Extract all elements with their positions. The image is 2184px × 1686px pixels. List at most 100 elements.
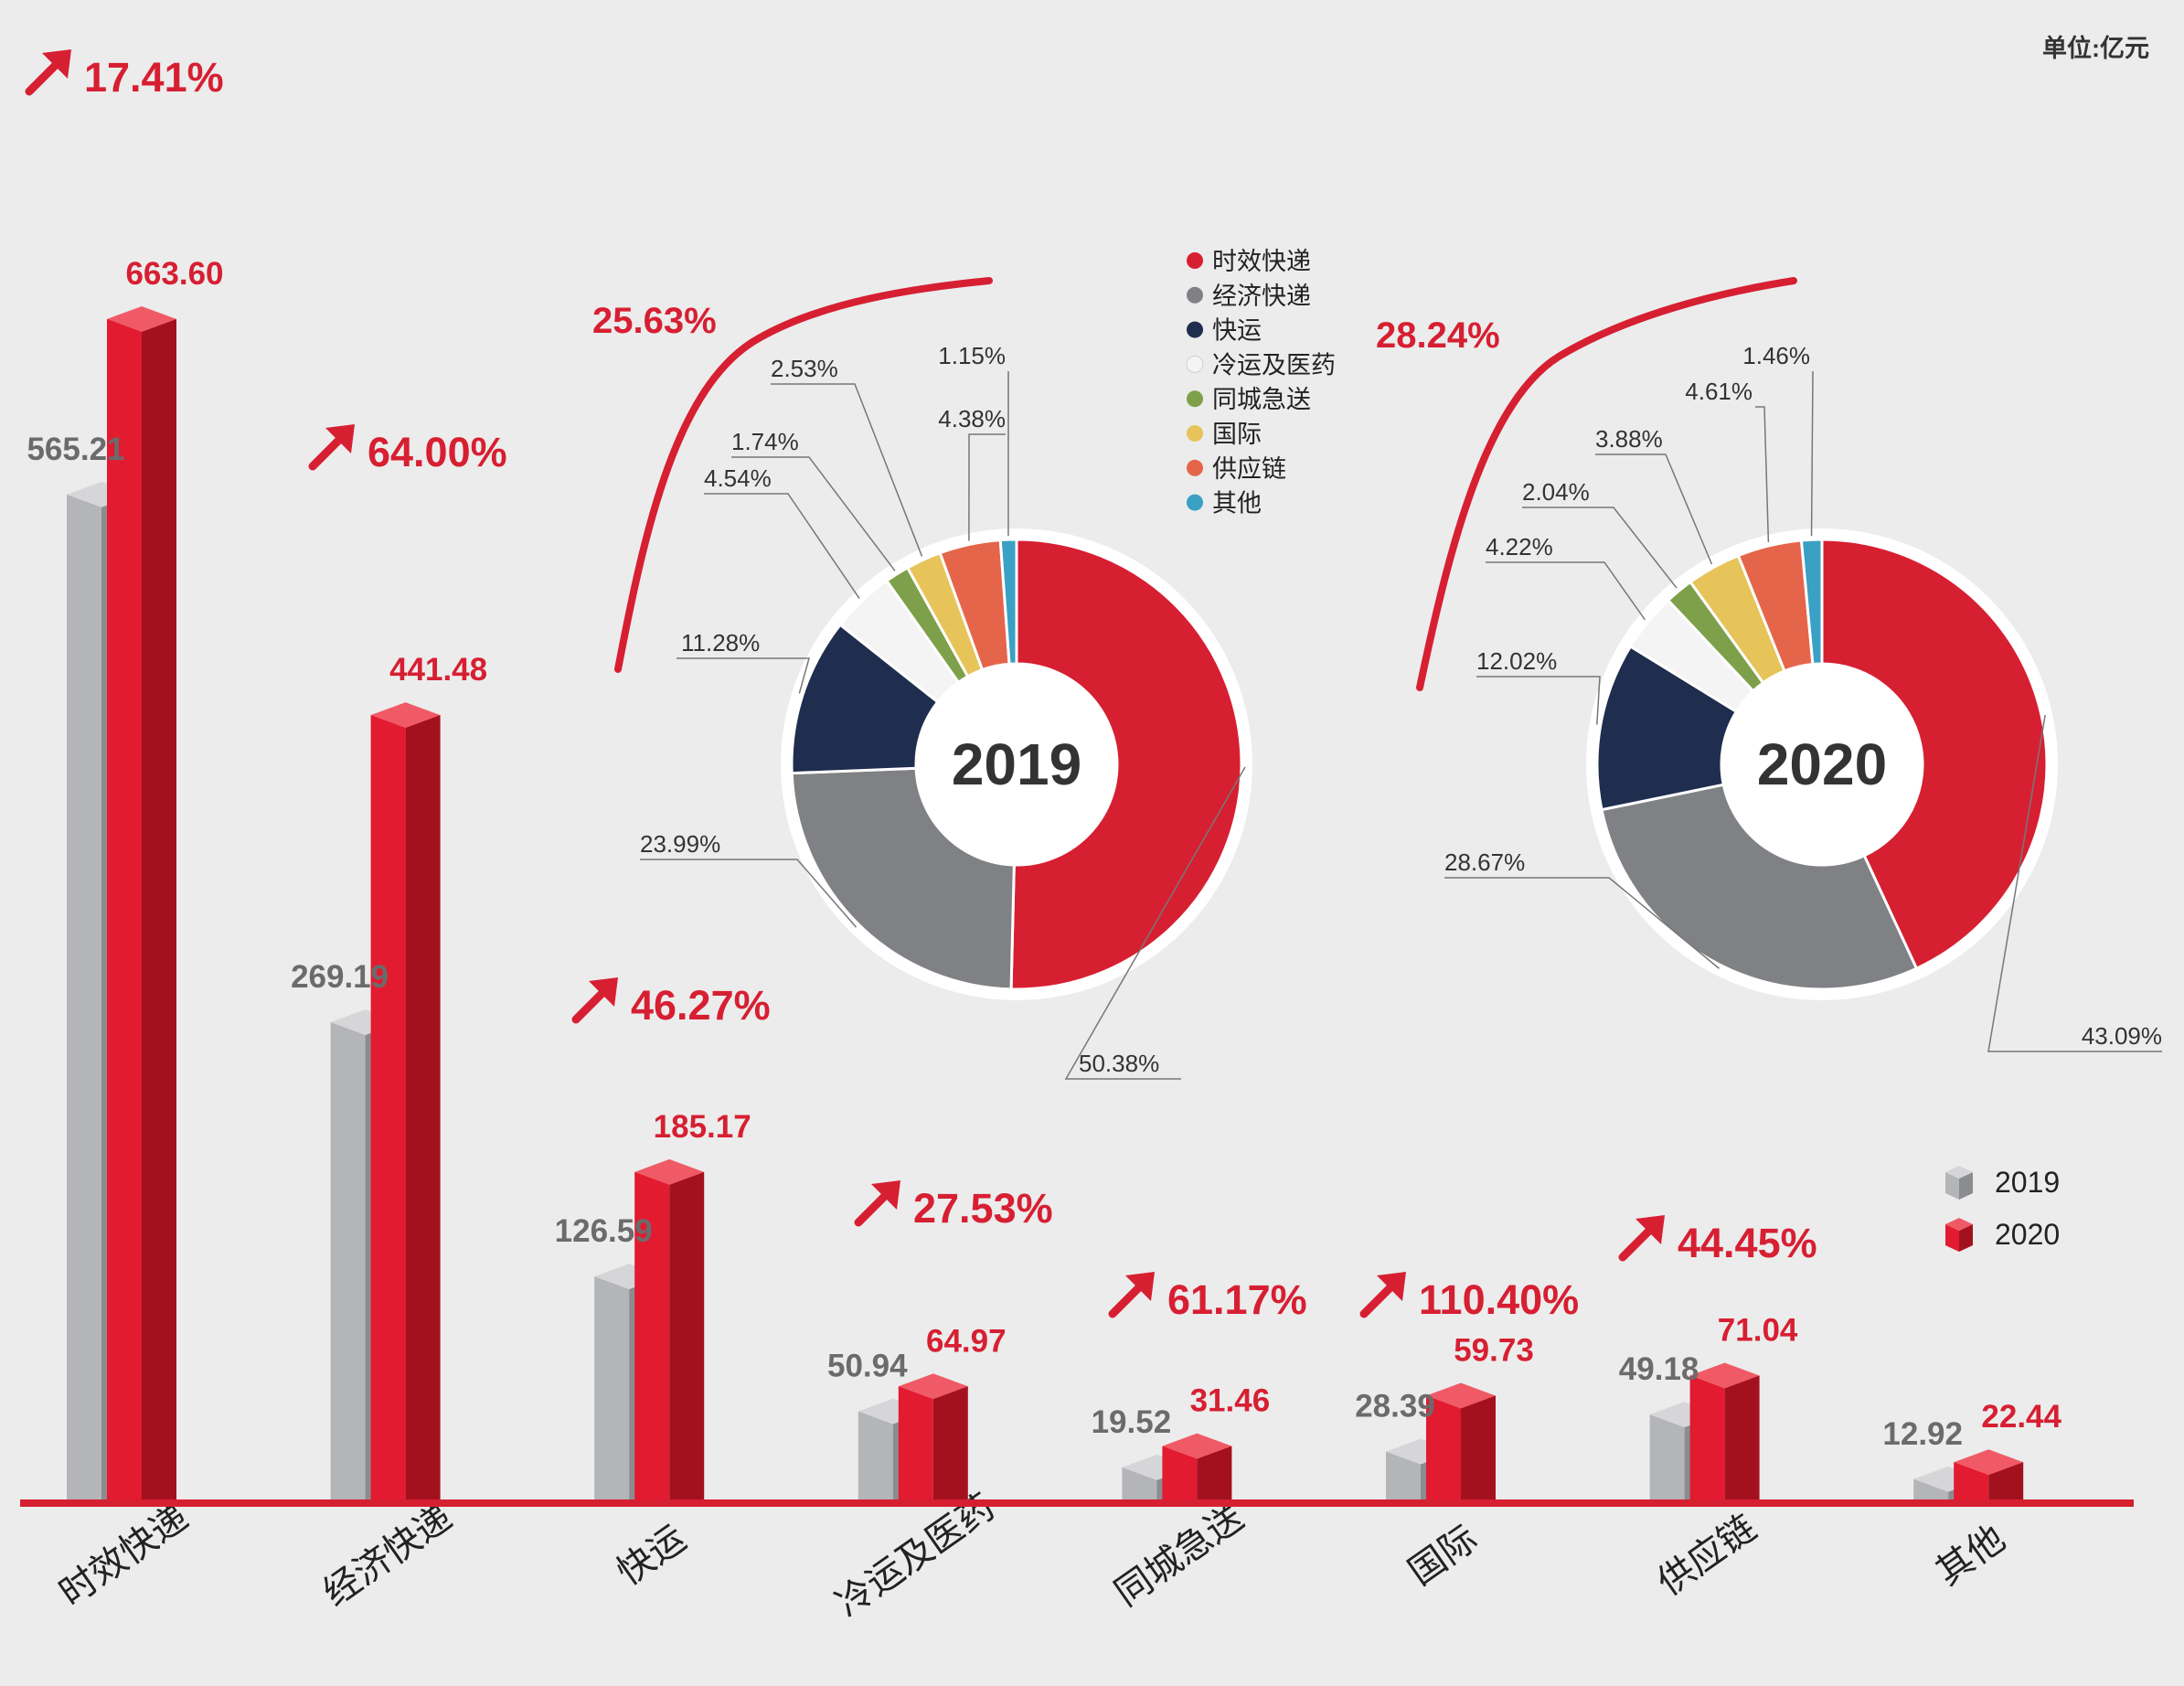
donut-2019-hole <box>922 669 1112 859</box>
value-label-2019-7: 12.92 <box>1882 1416 1963 1452</box>
value-label-2020-3: 64.97 <box>926 1323 1007 1359</box>
growth-arrow-6 <box>1618 1215 1665 1262</box>
slice-label-2019-4: 1.74% <box>731 428 799 455</box>
leader-line-2020-7 <box>1810 370 1814 537</box>
slice-label-2019-1: 23.99% <box>640 830 720 858</box>
growth-label-4: 61.17% <box>1167 1276 1307 1323</box>
growth-arrow-3 <box>854 1180 900 1227</box>
slice-label-2020-5: 3.88% <box>1595 425 1663 453</box>
value-label-2020-0: 663.60 <box>125 256 223 292</box>
slice-2020-1 <box>1600 783 1919 991</box>
pie-legend-swatch-3 <box>1186 355 1204 373</box>
slice-label-2019-6: 4.38% <box>938 405 1006 432</box>
growth-label-3: 27.53% <box>913 1185 1053 1232</box>
slice-2020-2 <box>1595 644 1739 812</box>
growth-label-1: 64.00% <box>368 429 507 475</box>
value-label-2020-5: 59.73 <box>1454 1333 1534 1369</box>
leader-line-2020-1 <box>1444 877 1720 969</box>
share-curve-2020 <box>1416 277 1797 691</box>
leader-line-2019-1 <box>640 859 858 928</box>
category-label-4: 同城急送 <box>1108 1497 1251 1614</box>
bar-2020-1 <box>370 702 441 1502</box>
leader-line-2019-0 <box>1064 766 1246 1080</box>
category-label-2: 快运 <box>610 1518 693 1593</box>
value-label-2019-2: 126.59 <box>555 1213 653 1249</box>
bar-2020-6 <box>1689 1362 1760 1502</box>
leader-line-2019-6 <box>968 433 1006 541</box>
bar-2020-2 <box>634 1158 705 1502</box>
slice-label-2019-7: 1.15% <box>938 342 1006 369</box>
growth-label-5: 110.40% <box>1419 1276 1579 1323</box>
leader-line-2020-6 <box>1755 406 1770 542</box>
donut-2020-center-label: 2020 <box>1757 731 1887 797</box>
leader-line-2019-3 <box>704 493 860 599</box>
pie-legend-swatch-2 <box>1187 321 1203 338</box>
value-label-2020-4: 31.46 <box>1190 1383 1271 1419</box>
bar-2020-4 <box>1162 1433 1232 1502</box>
value-label-2020-1: 441.48 <box>389 652 487 688</box>
slice-2020-0 <box>1820 538 2049 971</box>
pie-legend-swatch-1 <box>1187 286 1203 304</box>
bar-2020-7 <box>1954 1449 2024 1502</box>
pie-legend-label-2: 快运 <box>1212 317 1262 345</box>
slice-2019-0 <box>1009 538 1243 991</box>
growth-label-0: 17.41% <box>84 54 224 101</box>
slice-label-2019-2: 11.28% <box>681 629 760 656</box>
value-label-2020-2: 185.17 <box>654 1109 751 1145</box>
pie-legend-label-6: 供应链 <box>1212 455 1286 483</box>
slice-label-2020-4: 2.04% <box>1522 478 1590 506</box>
slice-2019-1 <box>790 766 1016 991</box>
pie-legend-swatch-4 <box>1187 390 1203 408</box>
leader-line-2020-3 <box>1486 561 1646 621</box>
slice-label-2020-2: 12.02% <box>1476 647 1557 675</box>
pie-legend-label-4: 同城急送 <box>1212 386 1311 413</box>
value-label-2020-6: 71.04 <box>1718 1312 1798 1348</box>
bar-legend-swatch-2020 <box>1945 1218 1973 1252</box>
share-label-2019: 25.63% <box>592 301 717 341</box>
growth-label-6: 44.45% <box>1678 1220 1817 1266</box>
category-label-1: 经济快递 <box>316 1497 459 1614</box>
pie-legend-label-1: 经济快递 <box>1212 283 1311 310</box>
slice-label-2020-1: 28.67% <box>1444 848 1525 876</box>
bar-baseline <box>20 1499 2134 1507</box>
category-label-3: 冷运及医药 <box>829 1487 1002 1625</box>
category-label-5: 国际 <box>1401 1518 1485 1593</box>
value-label-2019-0: 565.21 <box>27 432 124 467</box>
growth-arrow-1 <box>308 424 355 471</box>
slice-2019-2 <box>790 623 940 775</box>
leader-line-2020-4 <box>1522 507 1678 589</box>
value-label-2019-5: 28.39 <box>1355 1389 1435 1425</box>
pie-legend-swatch-6 <box>1187 459 1203 476</box>
bar-legend-label-2020: 2020 <box>1995 1218 2060 1251</box>
slice-label-2019-0: 50.38% <box>1079 1050 1159 1077</box>
value-label-2019-4: 19.52 <box>1092 1404 1172 1440</box>
pie-legend-swatch-5 <box>1187 425 1203 442</box>
pie-legend-label-3: 冷运及医药 <box>1212 351 1336 379</box>
bar-legend-swatch-2019 <box>1945 1166 1973 1200</box>
share-label-2020: 28.24% <box>1376 315 1500 356</box>
slice-label-2020-3: 4.22% <box>1486 533 1553 560</box>
pie-legend-label-7: 其他 <box>1212 490 1262 518</box>
slice-label-2020-6: 4.61% <box>1685 378 1753 405</box>
growth-arrow-5 <box>1359 1272 1406 1318</box>
bar-2020-0 <box>107 305 176 1503</box>
value-label-2019-6: 49.18 <box>1619 1351 1699 1387</box>
value-label-2020-7: 22.44 <box>1981 1399 2061 1435</box>
slice-2020-7 <box>1799 538 1824 667</box>
value-label-2019-3: 50.94 <box>827 1349 908 1384</box>
leader-line-2020-5 <box>1595 454 1713 565</box>
share-curve-2019 <box>614 277 993 673</box>
bar-legend: 2019 2020 <box>1945 1166 2060 1252</box>
slice-label-2019-3: 4.54% <box>704 464 772 492</box>
leader-line-2020-2 <box>1476 676 1601 725</box>
pie-legend-swatch-7 <box>1187 494 1203 511</box>
growth-arrow-2 <box>571 977 618 1024</box>
slice-label-2020-0: 43.09% <box>2082 1022 2162 1050</box>
value-label-2019-1: 269.19 <box>291 959 389 995</box>
donut-2019-center-label: 2019 <box>952 731 1081 797</box>
bar-legend-label-2019: 2019 <box>1995 1166 2060 1199</box>
donut-2020-hole <box>1727 669 1917 859</box>
